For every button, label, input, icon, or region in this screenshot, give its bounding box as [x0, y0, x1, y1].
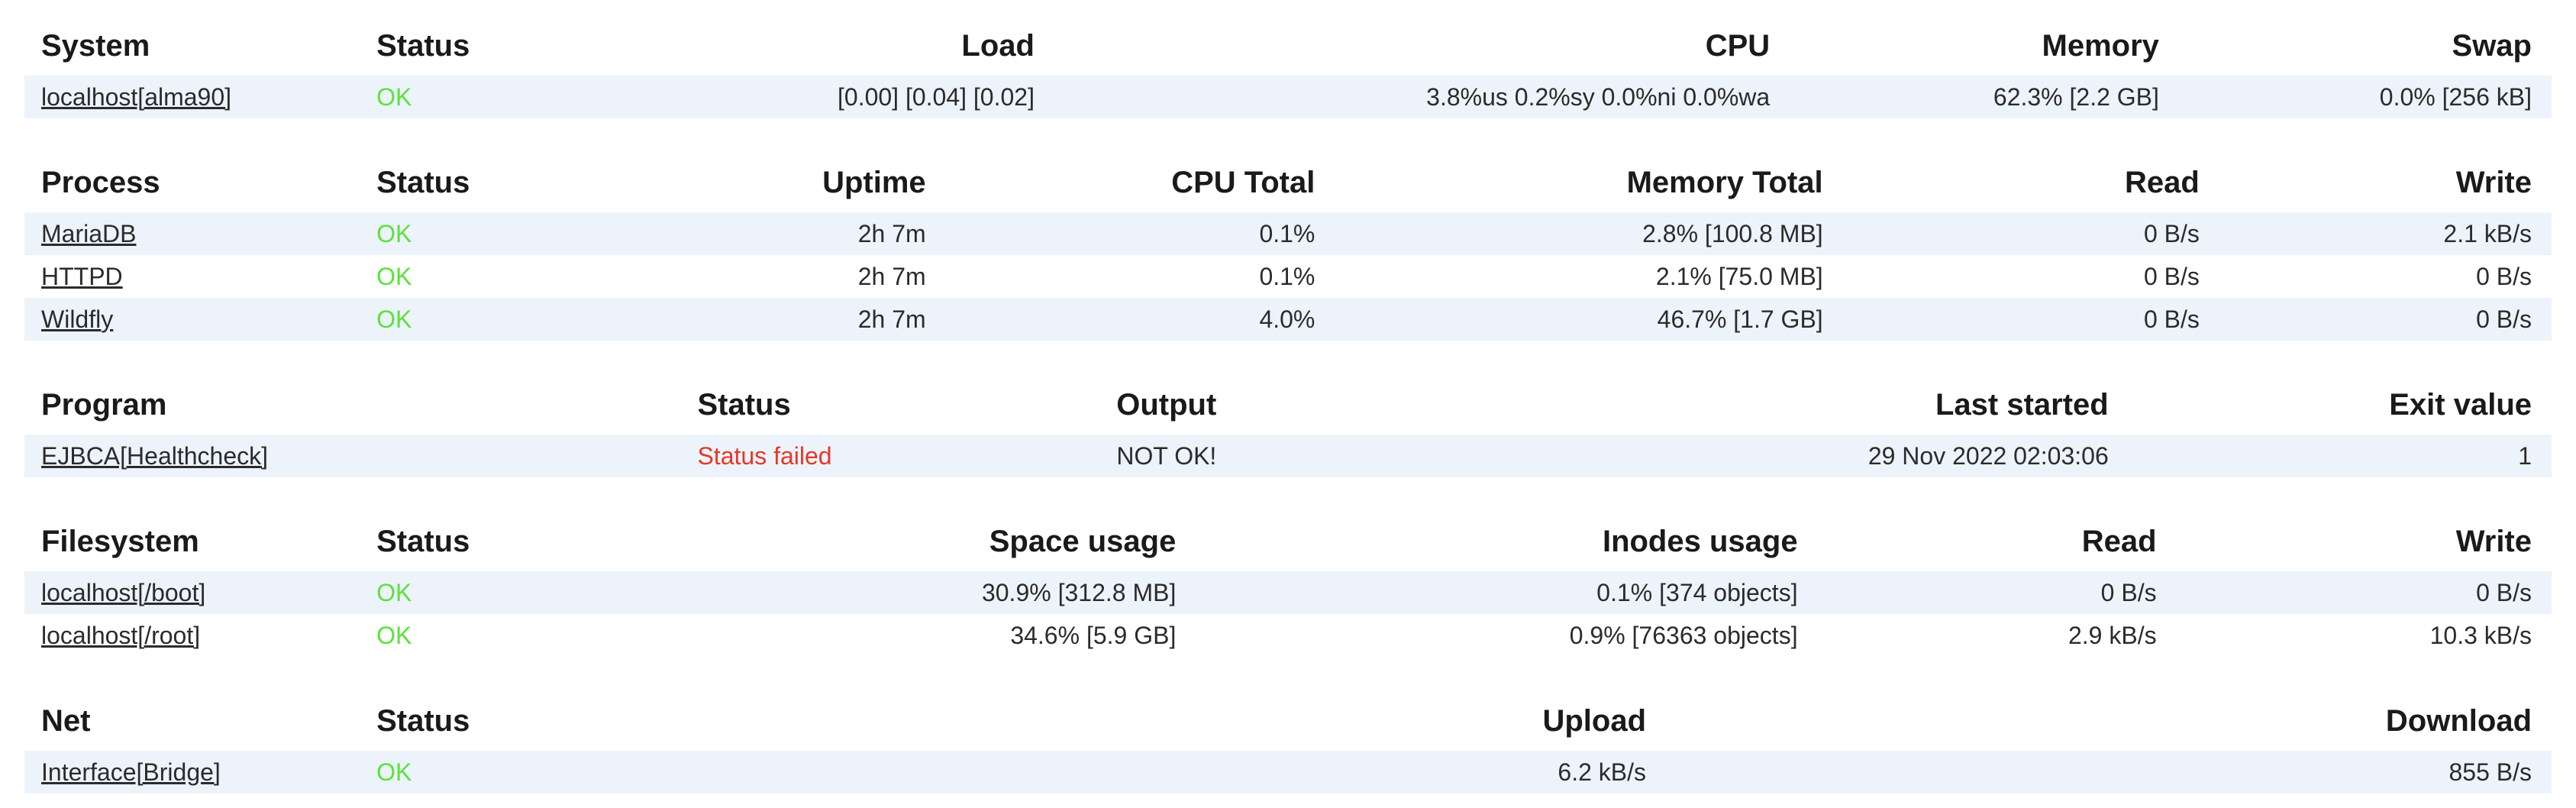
process-row-mariadb: MariaDB OK 2h 7m 0.1% 2.8% [100.8 MB] 0 … [24, 212, 2552, 255]
net-table: Net Status Upload Download Interface[Bri… [24, 695, 2552, 793]
system-host-link[interactable]: localhost[alma90] [41, 82, 232, 111]
uptime-value: 2h 7m [681, 298, 927, 341]
read-column-header: Read [2125, 166, 2200, 199]
filesystem-row-root: localhost[/root] OK 34.6% [5.9 GB] 0.9% … [24, 614, 2552, 657]
status-value: OK [376, 262, 412, 290]
status-value: OK [376, 751, 682, 793]
swap-column-header: Swap [2452, 29, 2532, 63]
memory-total-value: 2.8% [100.8 MB] [1315, 212, 1824, 255]
status-column-header: Status [376, 525, 470, 558]
uptime-column-header: Uptime [822, 166, 926, 199]
status-column-header: Status [376, 166, 470, 199]
write-value: 0 B/s [2157, 571, 2552, 614]
write-value: 10.3 kB/s [2429, 621, 2532, 649]
status-value: OK [376, 621, 412, 649]
status-column-header: Status [376, 29, 470, 63]
inodes-usage-value: 0.1% [374 objects] [1177, 571, 1799, 614]
cpu-total-value: 4.0% [926, 298, 1316, 341]
load-column-header: Load [961, 29, 1035, 63]
program-row-ejbca: EJBCA[Healthcheck] Status failed NOT OK!… [24, 435, 2552, 477]
output-column-header: Output [1116, 388, 1217, 422]
write-value: 2.1 kB/s [2200, 212, 2552, 255]
net-interface-link[interactable]: Interface[Bridge] [41, 758, 221, 786]
upload-column-header: Upload [1542, 704, 1646, 738]
last-started-column-header: Last started [1935, 388, 2109, 422]
download-column-header: Download [2385, 704, 2532, 738]
uptime-value: 2h 7m [681, 212, 927, 255]
write-column-header: Write [2455, 525, 2532, 558]
program-header-row: Program Status Output Last started Exit … [24, 379, 2552, 435]
space-usage-value: 34.6% [5.9 GB] [1010, 621, 1177, 649]
system-column-header: System [41, 29, 150, 63]
process-header-row: Process Status Uptime CPU Total Memory T… [24, 157, 2552, 212]
net-column-header: Net [41, 704, 91, 738]
cpu-value: 3.8%us 0.2%sy 0.0%ni 0.0%wa [1035, 76, 1771, 118]
process-table: Process Status Uptime CPU Total Memory T… [24, 157, 2552, 341]
read-value: 0 B/s [1798, 571, 2158, 614]
space-usage-value: 30.9% [312.8 MB] [681, 571, 1177, 614]
status-column-header: Status [697, 388, 791, 422]
cpu-total-value: 0.1% [1259, 262, 1315, 290]
cpu-total-column-header: CPU Total [1171, 166, 1315, 199]
process-row-wildfly: Wildfly OK 2h 7m 4.0% 46.7% [1.7 GB] 0 B… [24, 298, 2552, 341]
process-link[interactable]: HTTPD [41, 262, 123, 290]
process-link[interactable]: MariaDB [41, 219, 137, 247]
memory-total-column-header: Memory Total [1626, 166, 1823, 199]
status-value: OK [376, 212, 682, 255]
last-started-value: 29 Nov 2022 02:03:06 [1217, 435, 2110, 477]
memory-total-value: 46.7% [1.7 GB] [1315, 298, 1824, 341]
process-column-header: Process [41, 166, 160, 199]
read-column-header: Read [2081, 525, 2157, 558]
net-header-row: Net Status Upload Download [24, 695, 2552, 751]
filesystem-column-header: Filesystem [41, 525, 199, 558]
net-row-bridge: Interface[Bridge] OK 6.2 kB/s 855 B/s [24, 751, 2552, 793]
write-value: 0 B/s [2200, 298, 2552, 341]
exit-value: 1 [2109, 435, 2552, 477]
read-value: 2.9 kB/s [2068, 621, 2157, 649]
write-column-header: Write [2455, 166, 2532, 199]
read-value: 0 B/s [1823, 212, 2200, 255]
output-value: NOT OK! [949, 435, 1218, 477]
read-value: 0 B/s [2143, 262, 2200, 290]
filesystem-link[interactable]: localhost[/root] [41, 621, 201, 649]
filesystem-header-row: Filesystem Status Space usage Inodes usa… [24, 516, 2552, 571]
process-row-httpd: HTTPD OK 2h 7m 0.1% 2.1% [75.0 MB] 0 B/s… [24, 255, 2552, 298]
status-value: OK [376, 298, 682, 341]
inodes-usage-value: 0.9% [76363 objects] [1569, 621, 1798, 649]
program-table: Program Status Output Last started Exit … [24, 379, 2552, 477]
filesystem-link[interactable]: localhost[/boot] [41, 578, 206, 606]
inodes-usage-column-header: Inodes usage [1602, 525, 1798, 558]
load-value: [0.00] [0.04] [0.02] [681, 76, 1035, 118]
process-link[interactable]: Wildfly [41, 305, 114, 333]
upload-value: 6.2 kB/s [681, 751, 1647, 793]
system-header-row: System Status Load CPU Memory Swap [24, 20, 2552, 76]
exit-value-column-header: Exit value [2389, 388, 2532, 422]
filesystem-row-boot: localhost[/boot] OK 30.9% [312.8 MB] 0.1… [24, 571, 2552, 614]
memory-column-header: Memory [2042, 29, 2159, 63]
status-value: Status failed [696, 435, 950, 477]
program-link[interactable]: EJBCA[Healthcheck] [41, 441, 269, 470]
system-table: System Status Load CPU Memory Swap local… [24, 20, 2552, 118]
download-value: 855 B/s [1647, 751, 2552, 793]
uptime-value: 2h 7m [857, 262, 926, 290]
filesystem-table: Filesystem Status Space usage Inodes usa… [24, 516, 2552, 657]
write-value: 0 B/s [2476, 262, 2532, 290]
read-value: 0 B/s [1823, 298, 2200, 341]
program-column-header: Program [41, 388, 167, 422]
memory-value: 62.3% [2.2 GB] [1771, 76, 2160, 118]
swap-value: 0.0% [256 kB] [2159, 76, 2552, 118]
status-column-header: Status [376, 704, 470, 738]
cpu-column-header: CPU [1705, 29, 1771, 63]
status-value: OK [376, 571, 682, 614]
status-value: OK [376, 76, 682, 118]
memory-total-value: 2.1% [75.0 MB] [1655, 262, 1823, 290]
system-row-localhost: localhost[alma90] OK [0.00] [0.04] [0.02… [24, 76, 2552, 118]
space-usage-column-header: Space usage [989, 525, 1177, 558]
cpu-total-value: 0.1% [926, 212, 1316, 255]
